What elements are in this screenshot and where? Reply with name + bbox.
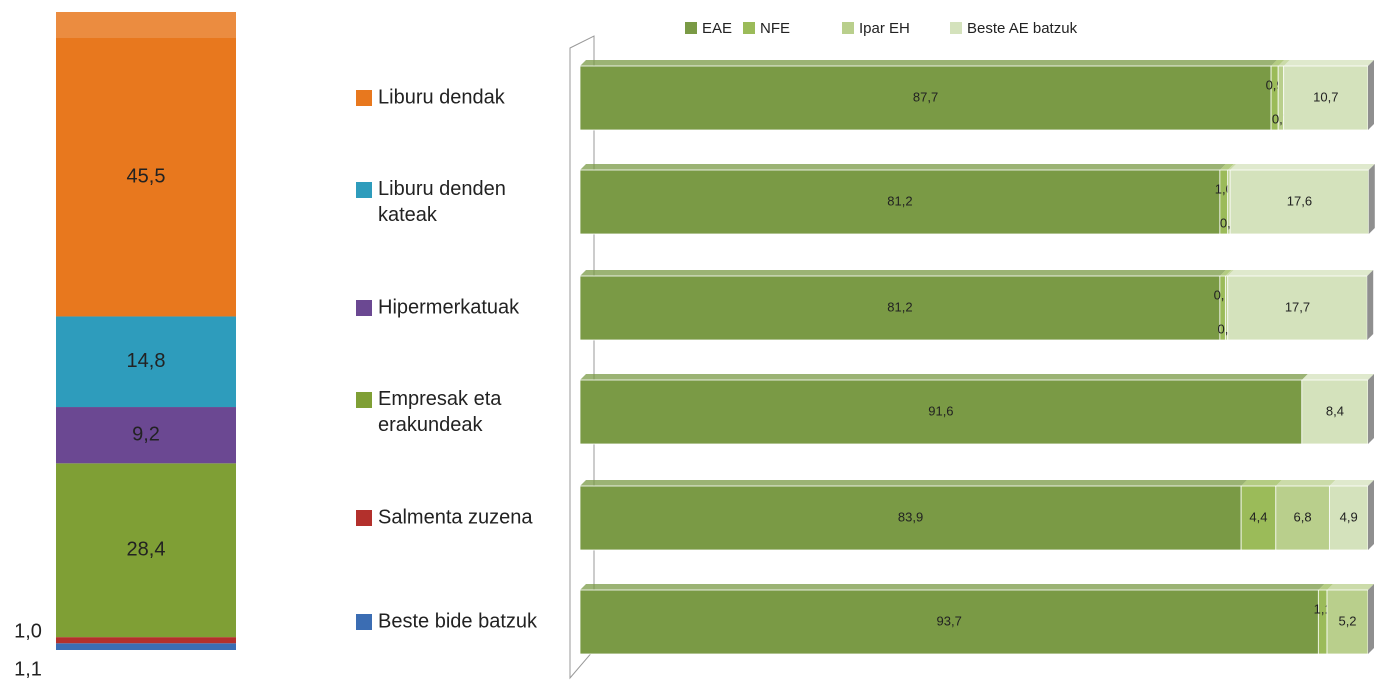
- column-top: [56, 12, 236, 38]
- value-label: 5,2: [1338, 613, 1356, 628]
- category-label: Liburu denden kateak: [378, 178, 506, 226]
- bar-side: [1368, 374, 1374, 444]
- legend-label: Ipar EH: [859, 20, 910, 37]
- bar-top: [1219, 270, 1232, 276]
- bar-side: [1368, 584, 1374, 654]
- category-label: Salmenta zuzena: [378, 506, 533, 528]
- bar-side: [1368, 164, 1375, 234]
- value-label: 17,7: [1285, 299, 1310, 314]
- column-segment: [56, 463, 236, 638]
- bar-top: [1275, 480, 1336, 486]
- value-label: 14,8: [127, 350, 166, 372]
- legend: EAE NFE Ipar EH Beste AE batzuk: [685, 20, 1078, 37]
- value-label: 91,6: [928, 403, 953, 418]
- legend-swatch: [685, 22, 697, 34]
- bar-top: [1301, 374, 1374, 380]
- bar-top: [1278, 60, 1290, 66]
- bar-segment: [579, 275, 1221, 341]
- bar-top: [1327, 584, 1374, 590]
- bar-top: [580, 270, 1226, 276]
- value-label: 4,4: [1249, 509, 1267, 524]
- value-label: 45,5: [127, 166, 166, 188]
- value-label: 1,0: [14, 620, 42, 642]
- legend-swatch: [950, 22, 962, 34]
- bar-segment: [1301, 379, 1369, 445]
- bar-side: [1368, 60, 1374, 130]
- bar-segment: [1328, 485, 1369, 551]
- value-label: 81,2: [887, 299, 912, 314]
- bar-top: [1318, 584, 1334, 590]
- legend-swatch: [743, 22, 755, 34]
- bar-top: [1230, 164, 1375, 170]
- legend-swatch: [842, 22, 854, 34]
- bar-segment: [579, 379, 1303, 445]
- value-label: 6,8: [1294, 509, 1312, 524]
- value-label: 10,7: [1313, 89, 1338, 104]
- legend-swatch: [356, 90, 372, 106]
- bar-segment: [1317, 589, 1328, 655]
- bar-top: [1329, 480, 1374, 486]
- legend-swatch: [356, 392, 372, 408]
- value-label: 17,6: [1287, 193, 1312, 208]
- bar-top: [580, 60, 1278, 66]
- value-label: 83,9: [898, 509, 923, 524]
- bar-segment: [1240, 485, 1277, 551]
- value-label: 28,4: [127, 539, 166, 561]
- bar-segment: [579, 169, 1221, 235]
- bar-segment: [579, 65, 1272, 131]
- legend-label: Beste AE batzuk: [967, 20, 1078, 37]
- value-label: 9,2: [132, 423, 160, 445]
- bar-side: [1367, 270, 1374, 340]
- bar-segment: [579, 589, 1319, 655]
- bar-segment: [1229, 169, 1370, 235]
- bar-segment: [1283, 65, 1369, 131]
- bar-segment: [1275, 485, 1330, 551]
- value-label: 8,4: [1326, 403, 1344, 418]
- category-legend: Liburu dendak Liburu denden kateak Hipermer…: [356, 86, 538, 632]
- bar-top: [1227, 270, 1374, 276]
- back-wall: [569, 35, 595, 680]
- bar-segment: [579, 485, 1242, 551]
- legend-label: EAE: [702, 20, 732, 37]
- bar-top: [580, 584, 1325, 590]
- column-segment: [56, 38, 236, 317]
- bar-top: [1283, 60, 1374, 66]
- column-segment: [56, 316, 236, 408]
- value-label: 1,1: [14, 658, 42, 680]
- value-label: 81,2: [887, 193, 912, 208]
- bar-segment: [1227, 275, 1368, 341]
- category-label: Empresak eta erakundeak: [378, 388, 502, 436]
- value-label: 87,7: [913, 89, 938, 104]
- bar-top: [580, 164, 1226, 170]
- legend-swatch: [356, 510, 372, 526]
- category-label: Beste bide batzuk: [378, 610, 538, 632]
- legend-swatch: [356, 300, 372, 316]
- bar-top: [1241, 480, 1282, 486]
- bar-top: [1227, 164, 1237, 170]
- legend-label: NFE: [760, 20, 790, 37]
- category-label: Liburu dendak: [378, 86, 506, 108]
- legend-swatch: [356, 182, 372, 198]
- column-chart: 1,1 1,0 28,4 9,2 14,8 45,5: [14, 12, 236, 680]
- bar-top: [1271, 60, 1285, 66]
- category-label: Hipermerkatuak: [378, 296, 520, 318]
- legend-swatch: [356, 614, 372, 630]
- bar-side: [1368, 480, 1374, 550]
- value-label: 93,7: [937, 613, 962, 628]
- bar-top: [1225, 270, 1234, 276]
- column-segment: [56, 643, 236, 650]
- column-segment: [56, 637, 236, 644]
- bar-top: [580, 374, 1308, 380]
- bar-top: [580, 480, 1248, 486]
- value-label: 4,9: [1340, 509, 1358, 524]
- column-segment: [56, 407, 236, 464]
- bar-chart: 87,70,90,710,781,21,00,317,681,20,70,317…: [579, 60, 1375, 655]
- bar-top: [1219, 164, 1234, 170]
